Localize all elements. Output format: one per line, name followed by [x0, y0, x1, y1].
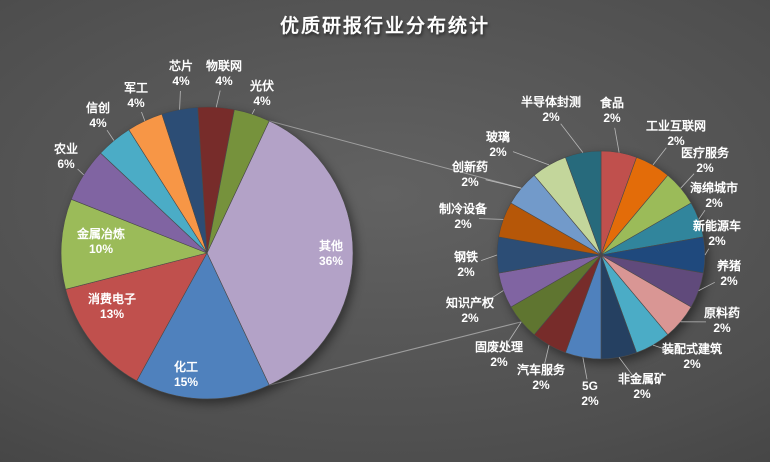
- slice-label-food: 食品 2%: [599, 95, 624, 125]
- label-leader-line: [251, 109, 256, 115]
- series-connector-top: [269, 120, 522, 189]
- slice-label-pig-farming: 养猪 2%: [716, 258, 741, 288]
- label-leader-line: [544, 345, 550, 364]
- slice-label-auto-services: 汽车服务 2%: [517, 362, 566, 392]
- slice-label-chemical: 化工 15%: [174, 359, 198, 389]
- label-leader-line: [77, 168, 84, 176]
- label-leader-line: [215, 90, 221, 108]
- label-leader-line: [698, 281, 715, 291]
- label-leader-line: [141, 111, 146, 122]
- label-leader-line: [704, 248, 710, 256]
- secondary-pie-labels: 食品 2% 工业互联网 2%医疗服务 2% 海绵城市 2% 新能源车 2% 养猪 2% 原料药 2% 装配…: [439, 94, 741, 408]
- slice-label-raw-material-drugs: 原料药 2%: [704, 305, 740, 335]
- slice-label-nonmetal-minerals: 非金属矿 2%: [618, 371, 666, 401]
- label-leader-line: [507, 321, 522, 343]
- pie-slice-semiconductor-packaging-testing: [565, 150, 602, 256]
- label-leader-line: [478, 218, 504, 220]
- label-leader-line: [614, 127, 620, 153]
- series-connector-bottom: [269, 321, 522, 386]
- label-leader-line: [618, 357, 633, 376]
- label-leader-line: [652, 147, 667, 166]
- label-leader-line: [652, 344, 677, 354]
- slice-label-xinchuang-it: 信创 4%: [86, 100, 110, 130]
- label-leader-line: [560, 123, 584, 153]
- pie-slice-chemical: [136, 252, 270, 400]
- label-leader-line: [485, 179, 522, 189]
- label-leader-line: [582, 357, 588, 380]
- label-leader-line: [680, 173, 695, 189]
- slice-label-military: 军工 4%: [124, 80, 148, 110]
- slice-label-cooling-equipment: 制冷设备 2%: [439, 201, 488, 231]
- slice-label-consumer-electronics: 消费电子 13%: [88, 291, 136, 321]
- pie-slice-other: [206, 120, 354, 386]
- slice-label-chips: 芯片 4%: [169, 58, 193, 88]
- slice-label-sponge-city: 海绵城市 2%: [690, 180, 738, 210]
- label-leader-line: [512, 151, 550, 166]
- slice-label-glass: 玻璃 2%: [486, 129, 510, 159]
- pie-slice-consumer-electronics: [65, 252, 208, 382]
- slice-label-metal-smelting: 金属冶炼 10%: [76, 226, 125, 256]
- slice-label-new-energy-vehicles: 新能源车 2%: [693, 218, 741, 248]
- slice-label-iot: 物联网 4%: [206, 58, 242, 88]
- slice-label-photovoltaic: 光伏 4%: [249, 78, 274, 108]
- chart-title: 优质研报行业分布统计: [279, 16, 490, 37]
- slice-label-semiconductor-packaging-testing: 半导体封测 2%: [521, 94, 581, 124]
- label-leader-line: [106, 129, 115, 141]
- slice-label-intellectual-property: 知识产权 2%: [445, 295, 495, 325]
- slice-label-steel: 钢铁 2%: [454, 249, 478, 279]
- main-pie: [60, 106, 354, 400]
- slice-label-prefab-construction: 装配式建筑 2%: [661, 341, 722, 371]
- slice-label-innovative-drugs: 创新药 2%: [451, 159, 488, 189]
- main-pie-labels: 其他 36% 化工 15% 消费电子 13% 金属冶炼 10% 农业 6% 信创 4% 军工 4% 芯片 4%…: [53, 58, 343, 389]
- slice-label-5g: 5G 2%: [581, 379, 599, 408]
- pie-slice-photovoltaic: [206, 109, 270, 254]
- label-leader-line: [179, 90, 181, 110]
- slice-label-agriculture: 农业 6%: [53, 141, 78, 171]
- pie-slice-metal-smelting: [60, 198, 208, 290]
- slice-label-medical-services: 医疗服务 2%: [681, 145, 730, 175]
- slice-label-industrial-internet: 工业互联网 2%: [646, 118, 706, 148]
- secondary-pie: [496, 150, 706, 360]
- label-leader-line: [698, 209, 706, 220]
- slice-label-other: 其他 36%: [319, 238, 343, 268]
- label-leader-line: [483, 290, 504, 304]
- slice-label-solid-waste-treatment: 固废处理 2%: [475, 339, 523, 369]
- label-leader-line: [480, 254, 498, 261]
